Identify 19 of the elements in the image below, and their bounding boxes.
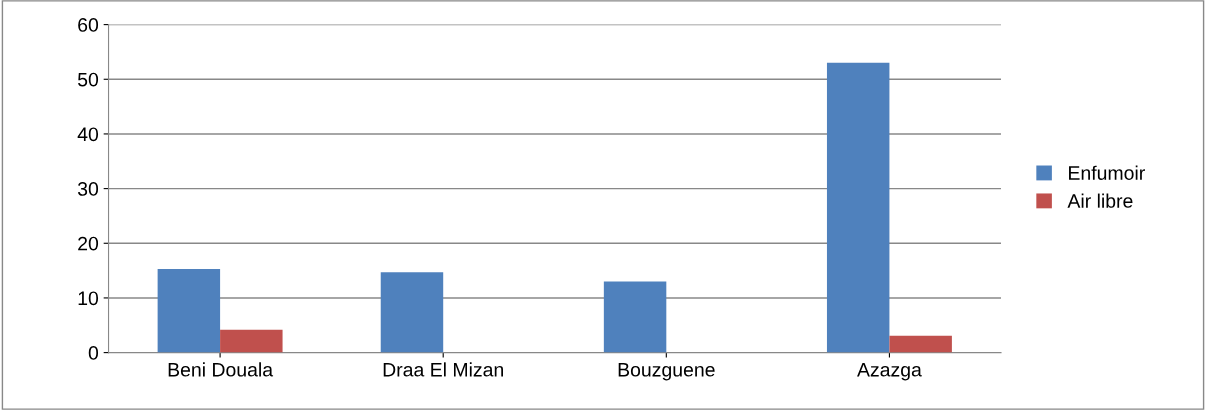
- y-tick-label: 20: [78, 236, 99, 251]
- bar: [220, 329, 283, 353]
- bar: [889, 335, 952, 353]
- y-tick-label: 30: [77, 182, 99, 196]
- y-tick-label: 50: [77, 72, 99, 87]
- x-tick-label: Bouzguene: [618, 363, 715, 381]
- bar: [157, 268, 221, 353]
- x-tick-label: Beni Douala: [168, 362, 274, 377]
- x-tick-label: Azazga: [857, 363, 922, 381]
- legend-label: Enfumoir: [1069, 165, 1145, 180]
- bar: [603, 281, 667, 353]
- y-tick-label: 10: [78, 291, 99, 306]
- y-tick-label: 40: [77, 127, 99, 142]
- legend-label: Air libre: [1067, 193, 1133, 208]
- x-tick-label: Draa El Mizan: [383, 362, 503, 377]
- bar: [826, 62, 890, 353]
- y-tick-label: 60: [78, 18, 99, 32]
- bar: [380, 272, 444, 353]
- y-tick-label: 0: [88, 346, 99, 360]
